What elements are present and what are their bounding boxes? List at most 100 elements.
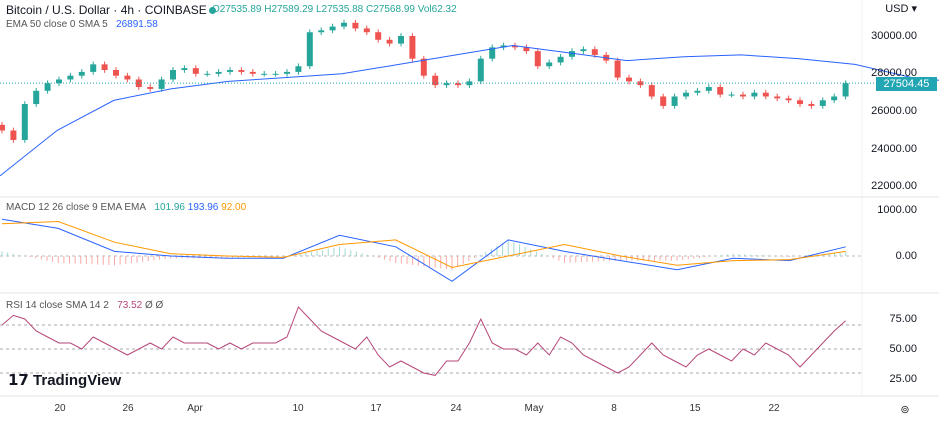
candle-body — [683, 92, 689, 97]
candle-body — [751, 92, 758, 97]
candle-body — [90, 64, 97, 72]
candle-body — [363, 28, 370, 33]
time-tick: 24 — [450, 403, 462, 414]
time-tick: 20 — [54, 403, 66, 414]
candle-body — [147, 87, 154, 89]
candle-body — [717, 87, 724, 95]
candle-body — [0, 124, 5, 131]
candle-body — [648, 85, 655, 97]
candle-body — [420, 58, 427, 76]
candle-body — [512, 45, 518, 48]
candle-body — [249, 71, 256, 74]
candle-body — [660, 96, 667, 106]
candle-body — [67, 75, 74, 80]
macd-legend[interactable]: MACD 12 26 close 9 EMA EMA 101.96 193.96… — [6, 202, 246, 213]
candle-body — [774, 96, 781, 99]
candle-body — [557, 56, 564, 63]
candle-body — [56, 79, 62, 84]
macd-hist-value: 101.96 — [154, 202, 185, 213]
rsi-line — [1, 306, 846, 376]
tradingview-logo[interactable]: 𝟭𝟳 TradingView — [8, 371, 121, 389]
candle-body — [375, 32, 382, 40]
price-tick: 22000.00 — [871, 180, 917, 192]
candle-body — [489, 47, 496, 59]
candle-body — [329, 26, 336, 31]
candle-body — [33, 90, 40, 105]
price-tick: 26000.00 — [871, 105, 917, 117]
macd-value: 193.96 — [187, 202, 219, 213]
candle-body — [78, 71, 85, 76]
candle-body — [261, 73, 268, 75]
candle-body — [318, 30, 325, 33]
rsi-tick: 50.00 — [889, 343, 917, 355]
candle-body — [671, 96, 678, 106]
candle-body — [204, 73, 211, 75]
rsi-legend[interactable]: RSI 14 close SMA 14 2 73.52 Ø Ø — [6, 300, 163, 311]
current-price-label: 27504.45 — [876, 77, 937, 91]
candle-body — [272, 73, 279, 75]
price-tick: 30000.00 — [871, 30, 917, 42]
symbol-title[interactable]: Bitcoin / U.S. Dollar · 4h · COINBASE — [6, 3, 224, 17]
time-tick: 8 — [611, 403, 617, 414]
candle-body — [101, 64, 108, 71]
signal-line — [1, 220, 846, 269]
logo-text: TradingView — [33, 372, 122, 389]
ema-legend[interactable]: EMA 50 close 0 SMA 5 26891.58 — [6, 19, 158, 30]
settings-icon[interactable]: ⊚ — [900, 404, 910, 416]
candle-body — [113, 70, 119, 76]
candle-body — [808, 104, 815, 106]
candle-body — [694, 90, 701, 93]
signal-value: 92.00 — [221, 202, 247, 213]
rsi-tick: 25.00 — [889, 373, 917, 385]
candle-body — [227, 70, 233, 72]
ohlc-readout: O27535.89 H27589.29 L27535.88 C27568.99 … — [212, 4, 457, 15]
symbol-title-text: Bitcoin / U.S. Dollar · 4h · COINBASE — [6, 3, 207, 17]
candle-body — [523, 47, 530, 52]
candle-body — [386, 39, 393, 44]
tv-logo-icon: 𝟭𝟳 — [8, 372, 34, 389]
currency-label: USD — [885, 3, 909, 15]
candle-body — [534, 51, 541, 67]
candle-body — [181, 68, 188, 71]
candle-body — [284, 71, 290, 74]
candle-body — [819, 100, 826, 106]
candle-body — [762, 92, 769, 97]
rsi-value: 73.52 — [117, 300, 143, 311]
rsi-extra: Ø Ø — [145, 300, 164, 311]
ema-value: 26891.58 — [116, 19, 158, 30]
price-tick: 24000.00 — [871, 143, 917, 155]
currency-selector[interactable]: USD ▾ — [885, 3, 917, 15]
candle-body — [626, 77, 632, 82]
time-tick: Apr — [187, 403, 203, 414]
rsi-tick: 75.00 — [889, 313, 917, 325]
candle-body — [238, 70, 245, 72]
candle-body — [21, 104, 28, 140]
candle-body — [842, 83, 849, 97]
candle-body — [10, 130, 17, 140]
candle-body — [44, 83, 51, 91]
macd-tick: 1000.00 — [877, 204, 917, 216]
candle-body — [341, 22, 347, 27]
candle-body — [306, 32, 313, 67]
time-tick: 17 — [370, 403, 382, 414]
candle-body — [569, 51, 575, 57]
candle-body — [466, 81, 473, 86]
candle-body — [192, 68, 199, 74]
candle-body — [591, 49, 598, 55]
candle-body — [831, 96, 838, 101]
candle-body — [580, 49, 587, 52]
market-status-icon — [208, 7, 216, 14]
candle-body — [785, 98, 792, 101]
candle-body — [546, 62, 553, 67]
candle-body — [398, 36, 404, 44]
rsi-label: RSI 14 close SMA 14 2 — [6, 300, 109, 311]
candle-body — [432, 75, 439, 86]
candle-body — [797, 100, 803, 105]
candle-body — [728, 94, 735, 96]
candle-body — [455, 83, 461, 86]
ema-label: EMA 50 close 0 SMA 5 — [6, 19, 108, 30]
candle-body — [500, 45, 507, 48]
macd-line — [1, 218, 846, 282]
